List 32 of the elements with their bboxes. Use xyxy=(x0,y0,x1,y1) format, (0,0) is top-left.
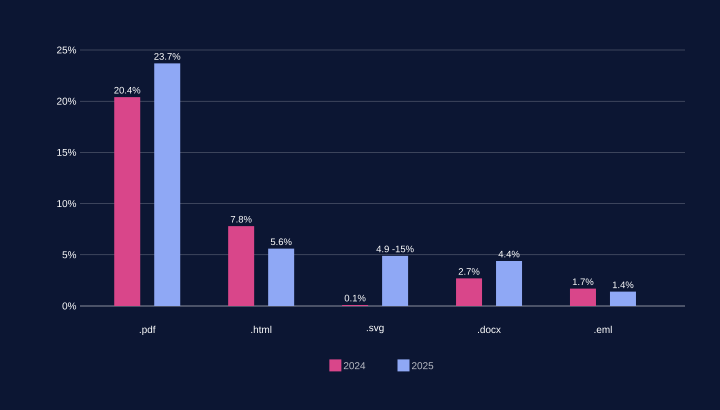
x-tick-label: .eml xyxy=(594,326,612,334)
data-label: 2.7% xyxy=(458,268,480,275)
x-tick-label: .svg xyxy=(366,326,384,334)
data-label: 4.9 -15% xyxy=(376,246,414,252)
bar xyxy=(570,288,596,306)
data-label: 23.7% xyxy=(154,53,180,60)
y-tick-label: 10% xyxy=(57,200,76,208)
x-tick-label: .docx xyxy=(478,326,501,334)
bar xyxy=(496,260,522,306)
bar xyxy=(382,256,408,306)
data-label: 5.6% xyxy=(270,238,292,246)
y-tick-label: 0% xyxy=(62,302,76,310)
bar xyxy=(610,292,636,306)
data-label: 1.7% xyxy=(572,278,594,286)
bar xyxy=(154,63,180,306)
x-tick-label: .pdf xyxy=(140,326,156,336)
data-label: 20.4% xyxy=(114,86,140,94)
y-tick-label: 15% xyxy=(57,148,76,156)
data-label: 0.1% xyxy=(344,294,366,302)
bar xyxy=(268,248,294,306)
x-tick-label: .html xyxy=(251,326,272,334)
y-tick-label: 5% xyxy=(62,251,76,258)
bar xyxy=(228,226,254,306)
data-label: 7.8% xyxy=(230,216,252,223)
data-label: 4.4% xyxy=(498,250,520,258)
bar xyxy=(456,278,482,306)
legend-label: 2025 xyxy=(412,362,434,370)
y-tick-label: 20% xyxy=(57,98,76,105)
legend-label: 2024 xyxy=(344,362,366,370)
y-tick-label: 25% xyxy=(57,46,76,54)
bar xyxy=(114,97,140,306)
data-label: 1.4% xyxy=(612,282,634,288)
